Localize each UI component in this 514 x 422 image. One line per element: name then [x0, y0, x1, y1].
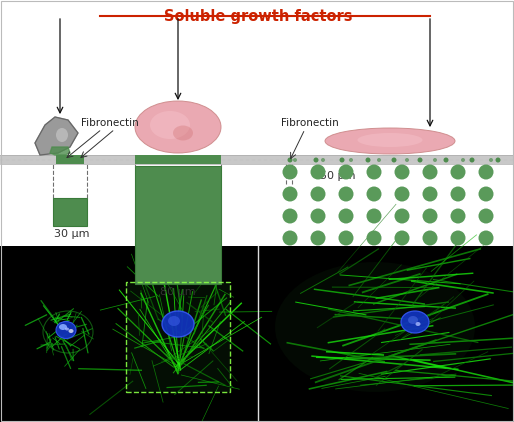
- Ellipse shape: [408, 316, 418, 324]
- Circle shape: [287, 157, 292, 162]
- Text: 80 μm: 80 μm: [160, 287, 196, 297]
- Ellipse shape: [325, 128, 455, 154]
- Circle shape: [423, 230, 437, 246]
- Ellipse shape: [135, 101, 221, 153]
- Bar: [0, 155, 514, 164]
- Circle shape: [450, 208, 466, 224]
- Circle shape: [423, 187, 437, 201]
- Bar: [258, 246, 514, 422]
- Circle shape: [283, 165, 298, 179]
- Bar: [126, 282, 230, 392]
- Circle shape: [417, 157, 423, 162]
- Circle shape: [366, 230, 381, 246]
- Circle shape: [395, 165, 410, 179]
- Circle shape: [283, 187, 298, 201]
- Ellipse shape: [56, 128, 68, 142]
- Bar: [126, 282, 230, 392]
- Circle shape: [310, 230, 325, 246]
- Circle shape: [469, 157, 474, 162]
- Circle shape: [479, 230, 493, 246]
- Circle shape: [310, 208, 325, 224]
- Text: Fibronectin: Fibronectin: [281, 118, 339, 128]
- Bar: [53, 198, 87, 226]
- Ellipse shape: [415, 322, 420, 326]
- Circle shape: [293, 158, 297, 162]
- Circle shape: [489, 158, 493, 162]
- Ellipse shape: [150, 111, 190, 139]
- Circle shape: [423, 165, 437, 179]
- Circle shape: [479, 208, 493, 224]
- Circle shape: [314, 157, 319, 162]
- Polygon shape: [35, 117, 78, 155]
- Circle shape: [433, 158, 437, 162]
- Circle shape: [339, 230, 354, 246]
- Ellipse shape: [162, 311, 194, 337]
- Circle shape: [283, 230, 298, 246]
- Circle shape: [461, 158, 465, 162]
- Circle shape: [349, 158, 353, 162]
- Circle shape: [321, 158, 325, 162]
- Circle shape: [450, 187, 466, 201]
- Ellipse shape: [275, 262, 475, 392]
- Circle shape: [392, 157, 396, 162]
- Ellipse shape: [68, 329, 74, 333]
- Circle shape: [365, 157, 371, 162]
- Circle shape: [366, 187, 381, 201]
- Circle shape: [283, 208, 298, 224]
- Circle shape: [340, 157, 344, 162]
- Circle shape: [405, 158, 409, 162]
- Circle shape: [395, 208, 410, 224]
- Circle shape: [339, 208, 354, 224]
- Circle shape: [450, 230, 466, 246]
- Circle shape: [395, 230, 410, 246]
- Circle shape: [310, 187, 325, 201]
- Bar: [135, 155, 221, 164]
- Ellipse shape: [59, 324, 67, 330]
- Text: 30 μm: 30 μm: [54, 229, 89, 239]
- Circle shape: [377, 158, 381, 162]
- Circle shape: [479, 165, 493, 179]
- Text: 50 μm: 50 μm: [320, 171, 356, 181]
- Text: Soluble growth factors: Soluble growth factors: [164, 9, 352, 24]
- Circle shape: [450, 165, 466, 179]
- Bar: [135, 166, 221, 284]
- Bar: [0, 0, 514, 246]
- Ellipse shape: [65, 327, 69, 330]
- Text: Fibronectin: Fibronectin: [81, 118, 139, 128]
- Circle shape: [310, 165, 325, 179]
- Circle shape: [395, 187, 410, 201]
- Bar: [0, 246, 258, 422]
- Ellipse shape: [168, 316, 180, 326]
- Circle shape: [366, 165, 381, 179]
- Bar: [56, 155, 84, 164]
- Ellipse shape: [401, 311, 429, 333]
- Circle shape: [339, 187, 354, 201]
- Ellipse shape: [358, 133, 423, 147]
- Circle shape: [366, 208, 381, 224]
- Circle shape: [479, 187, 493, 201]
- Circle shape: [495, 157, 501, 162]
- Ellipse shape: [173, 125, 193, 141]
- Ellipse shape: [56, 322, 76, 338]
- Polygon shape: [50, 147, 70, 155]
- Circle shape: [444, 157, 449, 162]
- Circle shape: [339, 165, 354, 179]
- Circle shape: [423, 208, 437, 224]
